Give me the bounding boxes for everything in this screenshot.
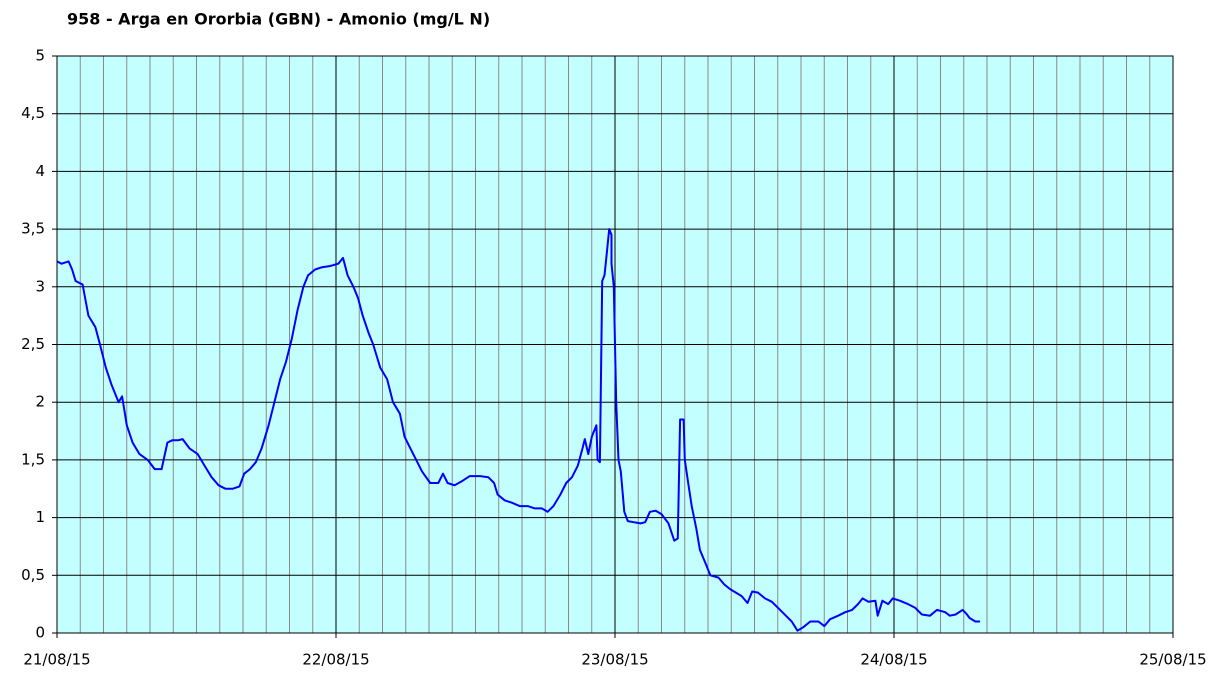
data-line xyxy=(56,228,980,632)
x-tick-label: 25/08/15 xyxy=(1139,651,1206,669)
y-tick-label: 2,5 xyxy=(21,335,45,353)
y-tick-label: 1 xyxy=(35,508,45,526)
y-tick-label: 3,5 xyxy=(21,220,45,238)
x-tick-label: 21/08/15 xyxy=(23,651,90,669)
plot-border xyxy=(56,55,1174,634)
y-tick-label: 1,5 xyxy=(21,450,45,468)
chart-title: 958 - Arga en Ororbia (GBN) - Amonio (mg… xyxy=(67,10,490,29)
y-tick-label: 2 xyxy=(35,393,45,411)
y-tick-label: 4,5 xyxy=(21,104,45,122)
y-tick-label: 0,5 xyxy=(21,566,45,584)
x-tick-label: 23/08/15 xyxy=(581,651,648,669)
y-tick-label: 5 xyxy=(35,47,45,65)
y-tick-label: 3 xyxy=(35,277,45,295)
x-tick-label: 24/08/15 xyxy=(860,651,927,669)
x-tick-label: 22/08/15 xyxy=(302,651,369,669)
y-tick-label: 0 xyxy=(35,624,45,642)
y-tick-label: 4 xyxy=(35,162,45,180)
